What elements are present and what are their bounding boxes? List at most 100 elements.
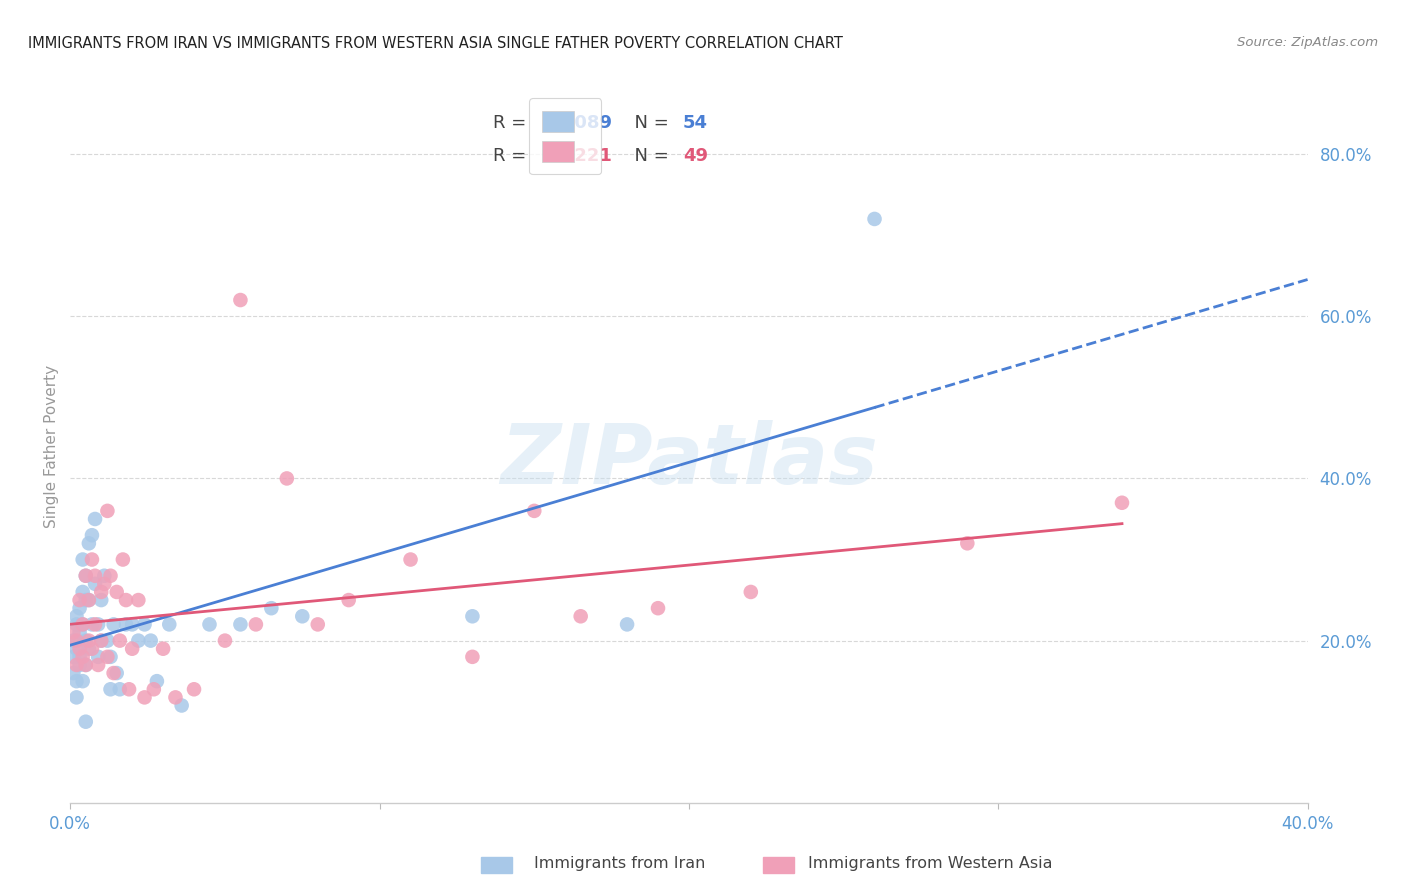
Point	[956, 536, 979, 550]
Point	[87, 649, 110, 664]
Point	[75, 657, 97, 672]
Text: N =: N =	[623, 114, 675, 132]
Point	[75, 593, 97, 607]
Point	[569, 609, 592, 624]
Point	[72, 649, 94, 664]
Point	[80, 641, 103, 656]
Point	[62, 633, 84, 648]
Point	[100, 568, 122, 582]
Point	[139, 633, 162, 648]
Point	[65, 641, 87, 656]
Point	[80, 528, 103, 542]
Point	[152, 641, 174, 656]
Point	[72, 585, 94, 599]
Point	[93, 577, 115, 591]
Point	[69, 601, 91, 615]
Point	[75, 714, 97, 729]
Text: 0.089: 0.089	[555, 114, 613, 132]
Text: Immigrants from Iran: Immigrants from Iran	[534, 856, 706, 871]
Point	[75, 568, 97, 582]
Y-axis label: Single Father Poverty: Single Father Poverty	[44, 365, 59, 527]
Point	[461, 609, 484, 624]
Point	[69, 649, 91, 664]
Point	[170, 698, 193, 713]
Point	[90, 593, 112, 607]
Point	[84, 568, 107, 582]
Point	[65, 633, 87, 648]
Point	[245, 617, 267, 632]
Point	[276, 471, 298, 485]
Point	[523, 504, 546, 518]
Point	[863, 211, 886, 226]
Text: Immigrants from Western Asia: Immigrants from Western Asia	[808, 856, 1053, 871]
Point	[96, 504, 118, 518]
Point	[165, 690, 187, 705]
Point	[65, 617, 87, 632]
Point	[72, 617, 94, 632]
Point	[69, 593, 91, 607]
Point	[84, 617, 107, 632]
Legend: , : ,	[529, 98, 602, 174]
Point	[77, 536, 100, 550]
Point	[260, 601, 283, 615]
Point	[100, 649, 122, 664]
Point	[111, 552, 134, 566]
Point	[87, 657, 110, 672]
Point	[134, 690, 156, 705]
Point	[105, 666, 128, 681]
Point	[72, 552, 94, 566]
Point	[647, 601, 669, 615]
Point	[80, 552, 103, 566]
Point	[69, 625, 91, 640]
Point	[183, 682, 205, 697]
Point	[105, 585, 128, 599]
Point	[115, 593, 138, 607]
Point	[65, 690, 87, 705]
Point	[115, 617, 138, 632]
Point	[157, 617, 180, 632]
Point	[461, 649, 484, 664]
Point	[616, 617, 638, 632]
Point	[100, 682, 122, 697]
Point	[77, 593, 100, 607]
Text: IMMIGRANTS FROM IRAN VS IMMIGRANTS FROM WESTERN ASIA SINGLE FATHER POVERTY CORRE: IMMIGRANTS FROM IRAN VS IMMIGRANTS FROM …	[28, 36, 844, 51]
Text: R =: R =	[494, 147, 538, 165]
Point	[108, 682, 131, 697]
Point	[108, 633, 131, 648]
Point	[75, 633, 97, 648]
Text: 49: 49	[683, 147, 707, 165]
Text: Source: ZipAtlas.com: Source: ZipAtlas.com	[1237, 36, 1378, 49]
Point	[69, 657, 91, 672]
Point	[146, 674, 169, 689]
Point	[72, 617, 94, 632]
Point	[77, 641, 100, 656]
Point	[121, 617, 143, 632]
Point	[84, 577, 107, 591]
Point	[90, 633, 112, 648]
Point	[65, 609, 87, 624]
Point	[127, 593, 149, 607]
Point	[65, 674, 87, 689]
Point	[96, 649, 118, 664]
Point	[62, 649, 84, 664]
Point	[75, 568, 97, 582]
Point	[75, 657, 97, 672]
Text: 54: 54	[683, 114, 707, 132]
Text: N =: N =	[623, 147, 675, 165]
Point	[96, 633, 118, 648]
Text: R =: R =	[494, 114, 538, 132]
Text: ZIPatlas: ZIPatlas	[501, 420, 877, 500]
Point	[84, 512, 107, 526]
Point	[62, 666, 84, 681]
Point	[214, 633, 236, 648]
Point	[103, 617, 125, 632]
Point	[399, 552, 422, 566]
Point	[80, 617, 103, 632]
Point	[291, 609, 314, 624]
Point	[198, 617, 221, 632]
Point	[62, 625, 84, 640]
Point	[1111, 496, 1133, 510]
Point	[142, 682, 165, 697]
Point	[740, 585, 762, 599]
Point	[127, 633, 149, 648]
